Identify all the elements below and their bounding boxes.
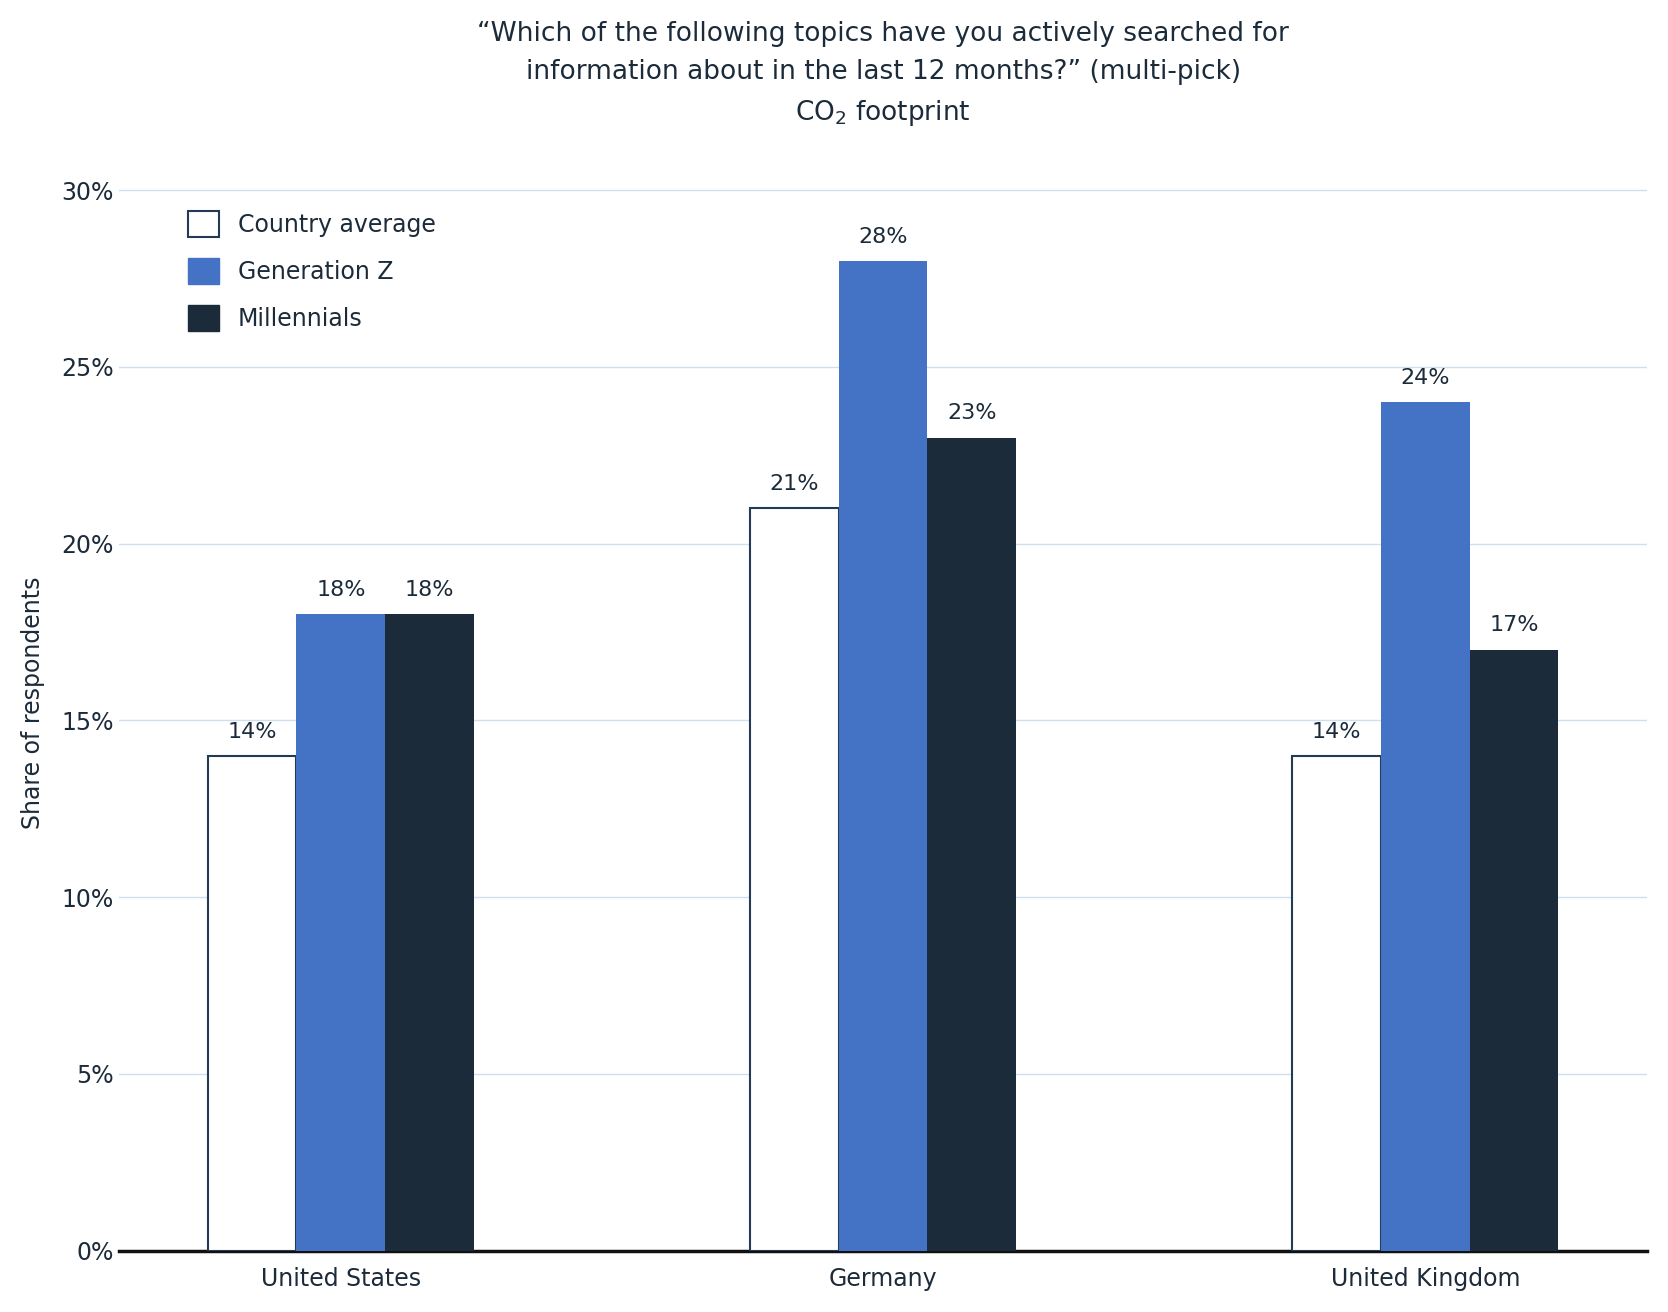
Title: “Which of the following topics have you actively searched for
information about : “Which of the following topics have you … [477,21,1289,129]
Bar [385,614,474,1250]
Text: 14%: 14% [227,722,277,741]
Text: 23%: 23% [947,403,996,424]
Bar [751,508,839,1250]
Text: 21%: 21% [769,474,819,495]
Text: 17%: 17% [1490,615,1540,635]
Text: 18%: 18% [315,580,365,600]
Text: 24%: 24% [1401,369,1449,388]
Bar [1470,649,1558,1250]
Y-axis label: Share of respondents: Share of respondents [20,576,45,829]
Bar [297,614,385,1250]
Bar [927,437,1016,1250]
Bar [208,756,297,1250]
Bar [839,261,927,1250]
Bar [1381,403,1470,1250]
Text: 18%: 18% [405,580,454,600]
Text: 14%: 14% [1311,722,1361,741]
Bar [1293,756,1381,1250]
Text: 28%: 28% [859,227,907,247]
Legend: Country average, Generation Z, Millennials: Country average, Generation Z, Millennia… [177,199,447,342]
